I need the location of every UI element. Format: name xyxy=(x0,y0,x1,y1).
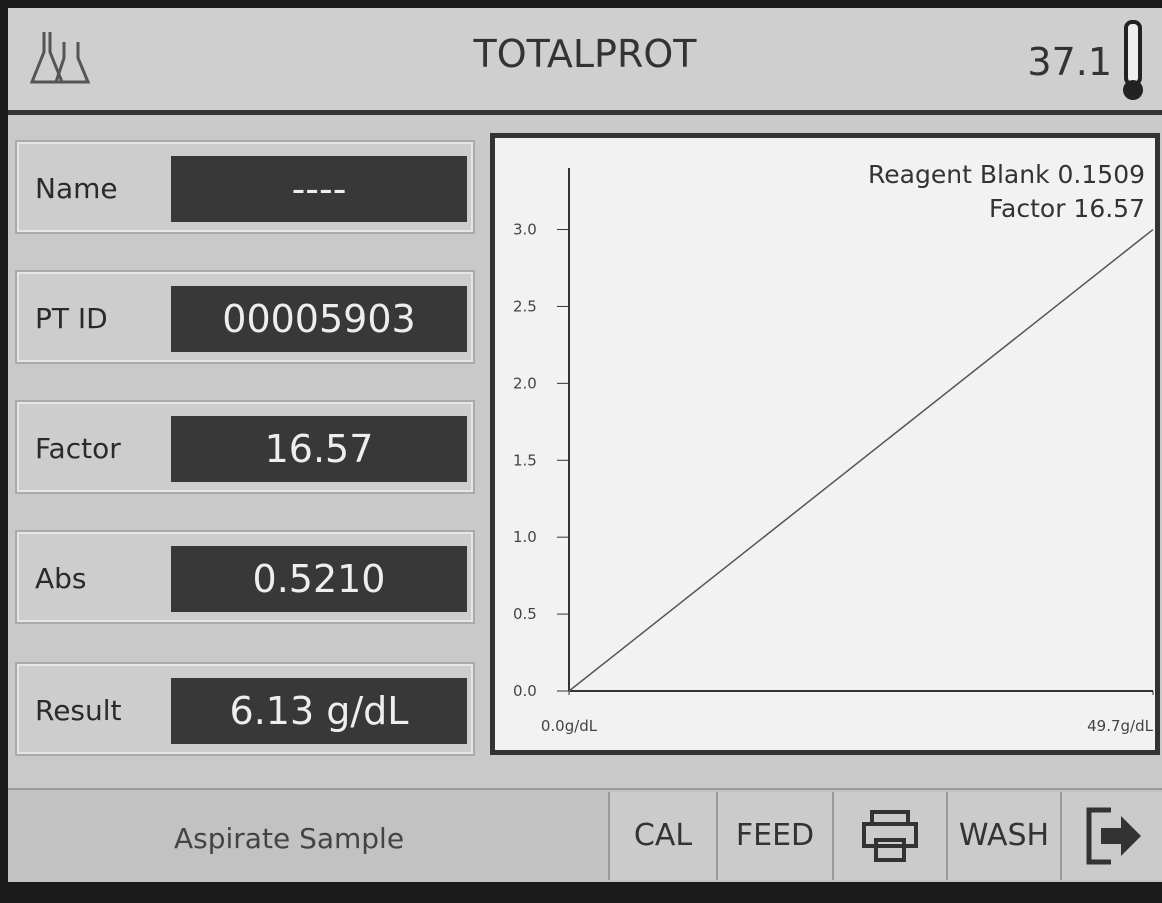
field-row: Factor 16.57 xyxy=(15,400,475,494)
field-label: Abs xyxy=(35,562,87,595)
field-row: Result 6.13 g/dL xyxy=(15,662,475,756)
field-value[interactable]: 6.13 g/dL xyxy=(171,678,467,744)
field-value[interactable]: ---- xyxy=(171,156,467,222)
printer-icon xyxy=(860,806,920,866)
title: TOTALPROT xyxy=(8,32,1162,76)
feed-button[interactable]: FEED xyxy=(716,792,832,880)
field-label: Result xyxy=(35,694,122,727)
print-button[interactable] xyxy=(832,792,946,880)
thermometer-icon xyxy=(1116,18,1152,104)
field-value[interactable]: 00005903 xyxy=(171,286,467,352)
y-tick-label: 0.0 xyxy=(513,682,537,700)
field-label: Factor xyxy=(35,432,121,465)
annotation: Reagent Blank 0.1509 xyxy=(868,160,1145,189)
screen: TOTALPROT 37.1 Name ---- PT ID 00005903 Fact… xyxy=(8,8,1162,880)
temperature: 37.1 xyxy=(1027,40,1112,84)
header: TOTALPROT 37.1 xyxy=(8,8,1162,115)
field-value[interactable]: 0.5210 xyxy=(171,546,467,612)
cal-button[interactable]: CAL xyxy=(608,792,716,880)
exit-button[interactable] xyxy=(1060,792,1162,880)
field-label: PT ID xyxy=(35,302,108,335)
annotation: Factor 16.57 xyxy=(989,194,1145,223)
x-tick-label: 49.7g/dL xyxy=(1087,717,1153,735)
field-label: Name xyxy=(35,172,118,205)
y-tick-label: 2.5 xyxy=(513,297,537,315)
exit-icon xyxy=(1081,804,1145,868)
page: {"header": {"title": "TOTALPROT", "tempe… xyxy=(0,0,1162,880)
wash-button[interactable]: WASH xyxy=(946,792,1060,880)
y-tick-label: 0.5 xyxy=(513,605,537,623)
field-row: Name ---- xyxy=(15,140,475,234)
chart: 0.0 0.5 1.0 1.5 2.0 2.5 3.0 0.0g/dL 49.7g/dL Reag… xyxy=(495,138,1155,750)
y-tick-label: 3.0 xyxy=(513,221,537,239)
y-tick-label: 1.5 xyxy=(513,451,537,469)
x-tick-label: 0.0g/dL xyxy=(541,717,598,735)
field-value[interactable]: 16.57 xyxy=(171,416,467,482)
y-tick-label: 2.0 xyxy=(513,374,537,392)
y-tick-label: 1.0 xyxy=(513,528,537,546)
footer: Aspirate Sample CAL FEED WASH xyxy=(8,788,1162,882)
chart-panel: 0.0 0.5 1.0 1.5 2.0 2.5 3.0 0.0g/dL 49.7g/dL Reag… xyxy=(490,133,1160,755)
status-text: Aspirate Sample xyxy=(174,822,404,855)
field-row: PT ID 00005903 xyxy=(15,270,475,364)
field-row: Abs 0.5210 xyxy=(15,530,475,624)
series-line xyxy=(569,230,1153,691)
